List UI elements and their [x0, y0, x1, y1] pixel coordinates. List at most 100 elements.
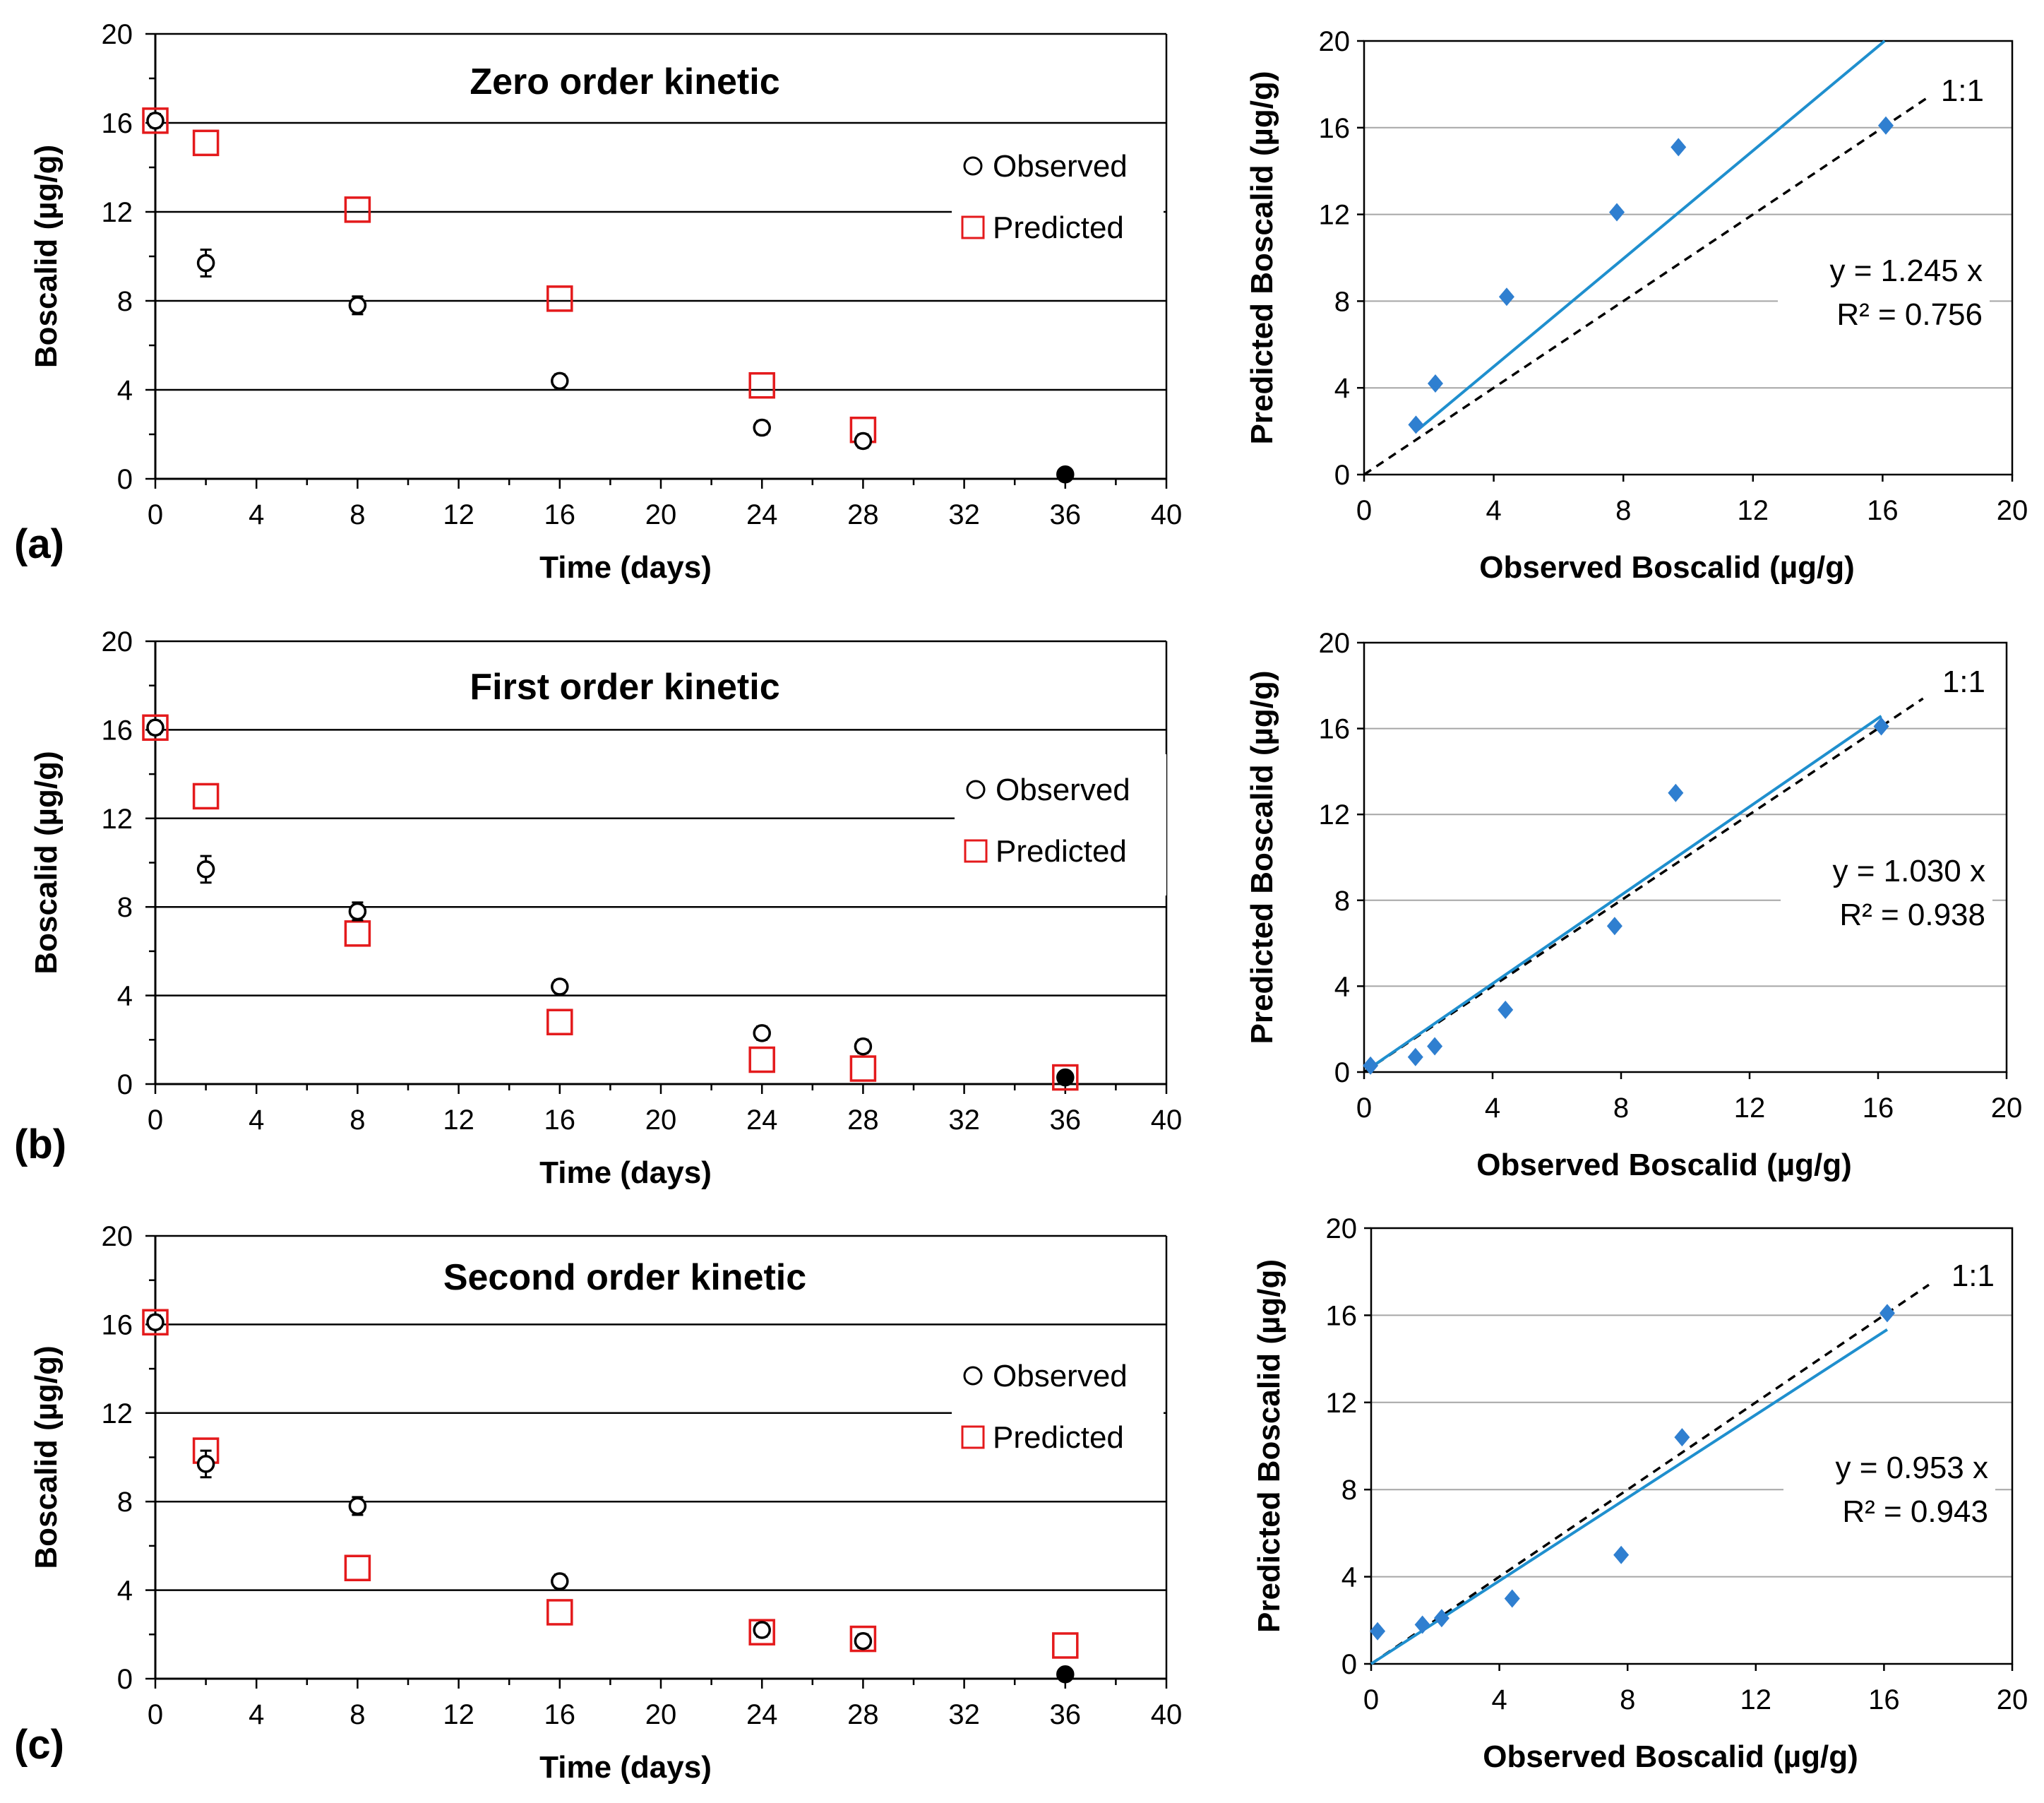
predicted-point — [849, 1625, 877, 1653]
y-tick-label: 4 — [117, 981, 133, 1012]
x-tick-label: 12 — [1738, 495, 1769, 526]
x-tick-label: 8 — [349, 1105, 365, 1136]
x-tick-label: 16 — [1863, 1093, 1894, 1124]
y-tick-label: 12 — [102, 804, 133, 835]
one-to-one-label: 1:1 — [1942, 665, 1985, 699]
regression-equation: y = 1.245 x — [1830, 254, 1983, 288]
x-tick-label: 8 — [1620, 1684, 1635, 1715]
legend-observed-marker — [963, 156, 983, 176]
x-tick-label: 36 — [1050, 1105, 1082, 1136]
x-tick-label: 20 — [645, 1699, 677, 1730]
y-tick-label: 20 — [102, 626, 133, 657]
x-tick-label: 0 — [1356, 1093, 1372, 1124]
kinetic-chart-1: 0 4 8 12 16 20 0 4 8 12 16 20 24 28 32 36 40 Time (days) B… — [14, 19, 1182, 585]
data-point — [1414, 1615, 1430, 1634]
x-tick-label: 32 — [948, 499, 980, 530]
regression-equation: y = 1.030 x — [1833, 854, 1985, 888]
data-point — [1498, 287, 1514, 307]
observed-point — [551, 371, 569, 391]
x-tick-label: 12 — [443, 1105, 474, 1136]
y-tick-label: 8 — [1334, 286, 1350, 317]
observed-point — [146, 112, 165, 130]
observed-point — [1056, 1068, 1075, 1087]
y-tick-label: 0 — [1341, 1649, 1357, 1680]
x-axis-label: Observed Boscalid (µg/g) — [1479, 550, 1854, 585]
y-tick-label: 20 — [1326, 1213, 1358, 1244]
legend-predicted-label: Predicted — [996, 834, 1127, 869]
r-squared: R² = 0.756 — [1836, 297, 1983, 332]
y-tick-label: 12 — [102, 1398, 133, 1429]
x-tick-label: 8 — [349, 1699, 365, 1730]
observed-point — [196, 254, 215, 273]
data-point — [1668, 783, 1684, 802]
y-tick-label: 16 — [102, 715, 133, 746]
x-tick-label: 24 — [746, 499, 778, 530]
r-squared: R² = 0.938 — [1839, 898, 1985, 932]
regression-line — [1369, 715, 1882, 1069]
x-tick-label: 28 — [847, 499, 879, 530]
equation-background — [1783, 1443, 1995, 1535]
legend-observed-label: Observed — [993, 149, 1128, 184]
scatter-chart-2: 0 4 8 12 16 20 0 4 8 12 16 20 Observed Boscalid (µg/… — [1245, 628, 2022, 1182]
legend-predicted-marker — [961, 215, 985, 239]
data-point — [1433, 1609, 1450, 1628]
x-tick-label: 12 — [1740, 1684, 1772, 1715]
x-tick-label: 40 — [1151, 499, 1183, 530]
x-tick-label: 12 — [443, 1699, 474, 1730]
observed-point — [196, 1455, 215, 1473]
data-point — [1504, 1589, 1520, 1608]
y-tick-label: 8 — [117, 892, 133, 923]
x-tick-label: 4 — [1491, 1684, 1507, 1715]
y-tick-label: 0 — [1334, 460, 1350, 491]
y-tick-label: 16 — [1319, 714, 1351, 745]
y-axis-label: Predicted Boscalid (µg/g) — [1245, 71, 1279, 445]
legend-background — [952, 1340, 1164, 1482]
legend-predicted-label: Predicted — [993, 210, 1124, 245]
observed-point — [753, 418, 771, 437]
x-tick-label: 4 — [249, 1699, 264, 1730]
r-squared: R² = 0.943 — [1842, 1494, 1988, 1529]
observed-point — [196, 860, 215, 879]
y-tick-label: 12 — [1319, 799, 1351, 831]
kinetic-chart-3: 0 4 8 12 16 20 0 4 8 12 16 20 24 28 32 36 40 Time (days) B… — [14, 1221, 1182, 1785]
x-tick-label: 32 — [948, 1699, 980, 1730]
y-axis-label: Predicted Boscalid (µg/g) — [1252, 1259, 1286, 1633]
data-point — [1671, 138, 1687, 157]
y-tick-label: 16 — [102, 1309, 133, 1340]
x-tick-label: 8 — [349, 499, 365, 530]
y-tick-label: 8 — [117, 1487, 133, 1518]
legend-background — [952, 131, 1164, 272]
x-tick-label: 36 — [1050, 1699, 1082, 1730]
y-tick-label: 4 — [1341, 1562, 1357, 1593]
data-point — [1877, 116, 1894, 135]
equation-background — [1781, 846, 1992, 938]
y-tick-label: 20 — [1319, 628, 1351, 659]
observed-point — [1056, 1665, 1075, 1684]
x-axis-label: Time (days) — [539, 1155, 712, 1190]
observed-point — [146, 718, 165, 737]
legend-predicted-marker — [964, 839, 988, 863]
observed-point — [854, 1037, 873, 1056]
x-tick-label: 8 — [1615, 495, 1631, 526]
predicted-point — [142, 714, 169, 742]
x-tick-label: 36 — [1050, 499, 1082, 530]
observed-point — [753, 1024, 771, 1042]
data-point — [1609, 203, 1625, 222]
y-tick-label: 4 — [117, 375, 133, 406]
kinetic-chart-2: 0 4 8 12 16 20 0 4 8 12 16 20 24 28 32 36 40 Time (days) B… — [14, 626, 1182, 1190]
one-to-one-label: 1:1 — [1952, 1258, 1995, 1293]
x-tick-label: 20 — [645, 499, 677, 530]
chart-title: Zero order kinetic — [470, 61, 779, 102]
data-point — [1606, 917, 1622, 936]
data-point — [1427, 374, 1443, 393]
equation-background — [1778, 246, 1990, 338]
x-axis-label: Observed Boscalid (µg/g) — [1476, 1148, 1851, 1182]
chart-title: Second order kinetic — [443, 1257, 806, 1298]
one-to-one-line — [1363, 96, 1929, 476]
x-tick-label: 4 — [249, 499, 264, 530]
x-tick-label: 0 — [1363, 1684, 1379, 1715]
plot-border — [1363, 40, 2014, 476]
y-tick-label: 8 — [1334, 886, 1350, 917]
y-tick-label: 20 — [1319, 26, 1351, 57]
